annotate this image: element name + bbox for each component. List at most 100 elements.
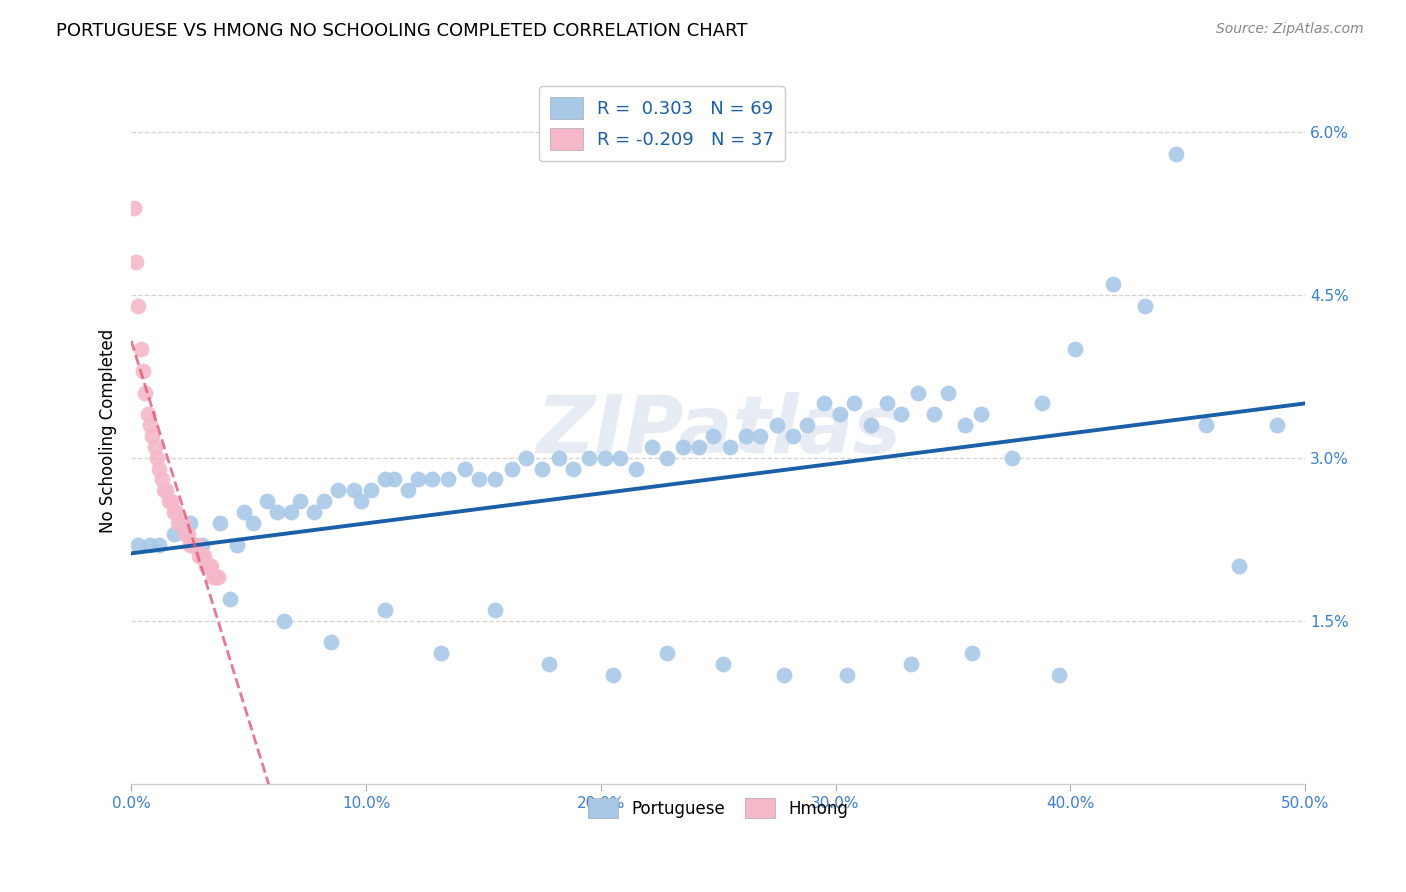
Point bbox=[453, 461, 475, 475]
Point bbox=[655, 646, 678, 660]
Point bbox=[1001, 450, 1024, 465]
Point bbox=[602, 668, 624, 682]
Point bbox=[162, 526, 184, 541]
Point bbox=[1064, 342, 1087, 356]
Point bbox=[960, 646, 983, 660]
Point bbox=[167, 516, 190, 530]
Point bbox=[538, 657, 561, 672]
Point bbox=[561, 461, 583, 475]
Point bbox=[374, 603, 396, 617]
Point bbox=[304, 505, 326, 519]
Point bbox=[174, 526, 197, 541]
Point bbox=[197, 559, 219, 574]
Point bbox=[141, 429, 163, 443]
Point bbox=[484, 473, 506, 487]
Point bbox=[467, 473, 489, 487]
Point bbox=[655, 450, 678, 465]
Legend: Portuguese, Hmong: Portuguese, Hmong bbox=[581, 791, 855, 825]
Point bbox=[936, 385, 959, 400]
Point bbox=[122, 201, 145, 215]
Point bbox=[844, 396, 866, 410]
Point bbox=[749, 429, 772, 443]
Point bbox=[830, 407, 852, 421]
Point bbox=[179, 538, 201, 552]
Point bbox=[1031, 396, 1053, 410]
Point bbox=[150, 473, 173, 487]
Point bbox=[501, 461, 523, 475]
Point bbox=[641, 440, 664, 454]
Text: ZIPatlas: ZIPatlas bbox=[536, 392, 901, 469]
Point bbox=[125, 255, 148, 269]
Point bbox=[1135, 299, 1157, 313]
Point bbox=[624, 461, 647, 475]
Point bbox=[190, 549, 212, 563]
Point bbox=[343, 483, 366, 498]
Point bbox=[176, 526, 198, 541]
Point bbox=[148, 538, 170, 552]
Point bbox=[280, 505, 302, 519]
Point bbox=[515, 450, 537, 465]
Point bbox=[143, 440, 166, 454]
Point bbox=[547, 450, 569, 465]
Point bbox=[702, 429, 724, 443]
Point bbox=[190, 538, 212, 552]
Point bbox=[1195, 418, 1218, 433]
Point bbox=[319, 635, 342, 649]
Point bbox=[970, 407, 993, 421]
Point bbox=[360, 483, 382, 498]
Text: PORTUGUESE VS HMONG NO SCHOOLING COMPLETED CORRELATION CHART: PORTUGUESE VS HMONG NO SCHOOLING COMPLET… bbox=[56, 22, 748, 40]
Point bbox=[813, 396, 835, 410]
Point bbox=[242, 516, 264, 530]
Point bbox=[129, 342, 152, 356]
Point bbox=[148, 461, 170, 475]
Point bbox=[374, 473, 396, 487]
Point bbox=[531, 461, 554, 475]
Point bbox=[139, 418, 162, 433]
Point bbox=[127, 299, 149, 313]
Point bbox=[796, 418, 818, 433]
Point bbox=[711, 657, 734, 672]
Point bbox=[188, 549, 211, 563]
Point bbox=[273, 614, 295, 628]
Point bbox=[382, 473, 405, 487]
Point bbox=[162, 505, 184, 519]
Point bbox=[766, 418, 789, 433]
Point bbox=[1164, 146, 1187, 161]
Point bbox=[225, 538, 247, 552]
Point bbox=[1265, 418, 1288, 433]
Point bbox=[350, 494, 373, 508]
Point bbox=[157, 494, 180, 508]
Point bbox=[193, 549, 215, 563]
Point bbox=[165, 505, 187, 519]
Text: Source: ZipAtlas.com: Source: ZipAtlas.com bbox=[1216, 22, 1364, 37]
Point bbox=[134, 385, 156, 400]
Point bbox=[179, 516, 201, 530]
Point bbox=[420, 473, 443, 487]
Point bbox=[718, 440, 741, 454]
Point bbox=[437, 473, 460, 487]
Point bbox=[290, 494, 312, 508]
Point bbox=[204, 570, 226, 584]
Point bbox=[907, 385, 929, 400]
Point bbox=[672, 440, 695, 454]
Point bbox=[200, 559, 222, 574]
Point bbox=[1227, 559, 1250, 574]
Point bbox=[578, 450, 600, 465]
Point bbox=[155, 483, 177, 498]
Point bbox=[430, 646, 453, 660]
Point bbox=[136, 407, 159, 421]
Point bbox=[1047, 668, 1070, 682]
Point bbox=[595, 450, 617, 465]
Point bbox=[181, 538, 204, 552]
Point bbox=[256, 494, 278, 508]
Point bbox=[1101, 277, 1123, 291]
Point bbox=[218, 592, 240, 607]
Point bbox=[773, 668, 796, 682]
Y-axis label: No Schooling Completed: No Schooling Completed bbox=[100, 328, 117, 533]
Point bbox=[209, 516, 232, 530]
Point bbox=[232, 505, 254, 519]
Point bbox=[132, 364, 155, 378]
Point bbox=[890, 407, 912, 421]
Point bbox=[202, 570, 225, 584]
Point bbox=[406, 473, 429, 487]
